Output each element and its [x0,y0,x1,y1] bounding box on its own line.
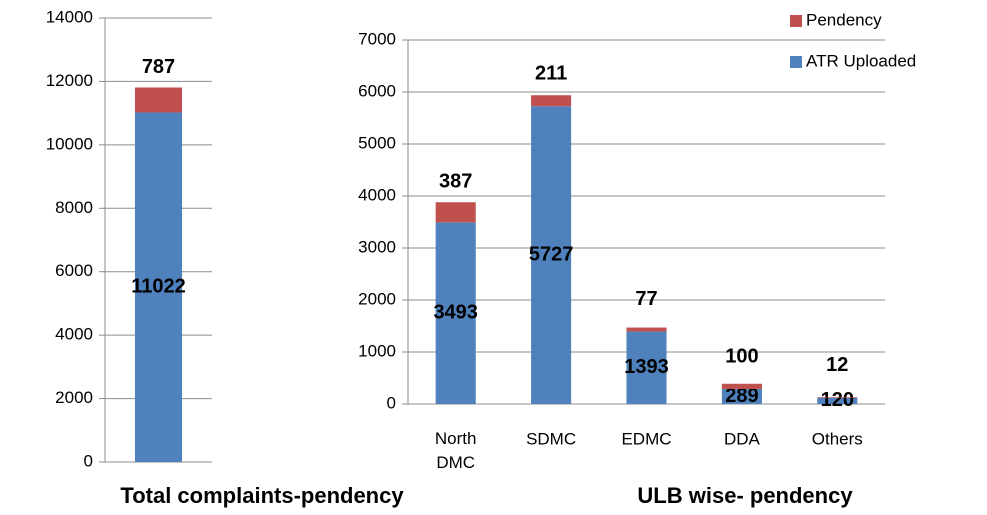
y-tick-label: 3000 [358,237,396,256]
value-label: 3493 [433,301,478,323]
bar-segment [531,106,572,405]
chart-title: Total complaints-pendency [120,483,404,508]
bar-segment [531,95,572,107]
value-label: 5727 [529,243,574,265]
y-tick-label: 7000 [358,29,396,48]
value-label: 77 [635,288,657,310]
x-tick-line: North [435,429,477,448]
x-tick-label: DDA [724,429,761,448]
bar-segment [435,222,476,404]
bar-segment [134,112,183,463]
y-tick-label: 6000 [55,261,93,280]
y-tick-label: 5000 [358,133,396,152]
x-tick-label: EDMC [621,429,671,448]
y-tick-label: 0 [84,451,93,470]
value-label: 211 [535,62,567,84]
value-label: 120 [821,389,854,411]
y-tick-label: 1000 [358,341,396,360]
y-tick-label: 2000 [358,289,396,308]
value-label: 289 [725,385,758,407]
bar-segment [435,202,476,223]
value-label: 1393 [624,356,669,378]
y-tick-label: 14000 [46,7,93,26]
x-tick-line: DMC [436,453,475,472]
value-label: 11022 [131,276,186,298]
value-label: 100 [725,345,758,367]
bar-segment [721,388,762,404]
bar-segment [721,383,762,389]
bar-segment [817,397,858,398]
x-tick-label: North DMC [435,429,477,472]
x-tick-label: SDMC [526,429,576,448]
bar-segment [817,397,858,404]
legend-swatch [790,15,802,27]
value-label: 12 [826,354,848,376]
bar-segment [134,87,183,113]
legend-label: Pendency [806,10,882,29]
y-tick-label: 0 [387,393,396,412]
bar-segment [626,331,667,404]
y-tick-label: 10000 [46,134,93,153]
x-tick-label: Others [812,429,863,448]
y-tick-label: 4000 [55,325,93,344]
value-label: 787 [142,56,175,78]
bar-segment [626,327,667,332]
legend-swatch [790,56,802,68]
y-tick-label: 6000 [358,81,396,100]
legend-label: ATR Uploaded [806,51,916,70]
y-tick-label: 12000 [46,71,93,90]
value-label: 387 [439,171,472,193]
y-tick-label: 2000 [55,388,93,407]
y-tick-label: 4000 [358,185,396,204]
y-tick-label: 8000 [55,198,93,217]
chart-title: ULB wise- pendency [637,483,853,508]
